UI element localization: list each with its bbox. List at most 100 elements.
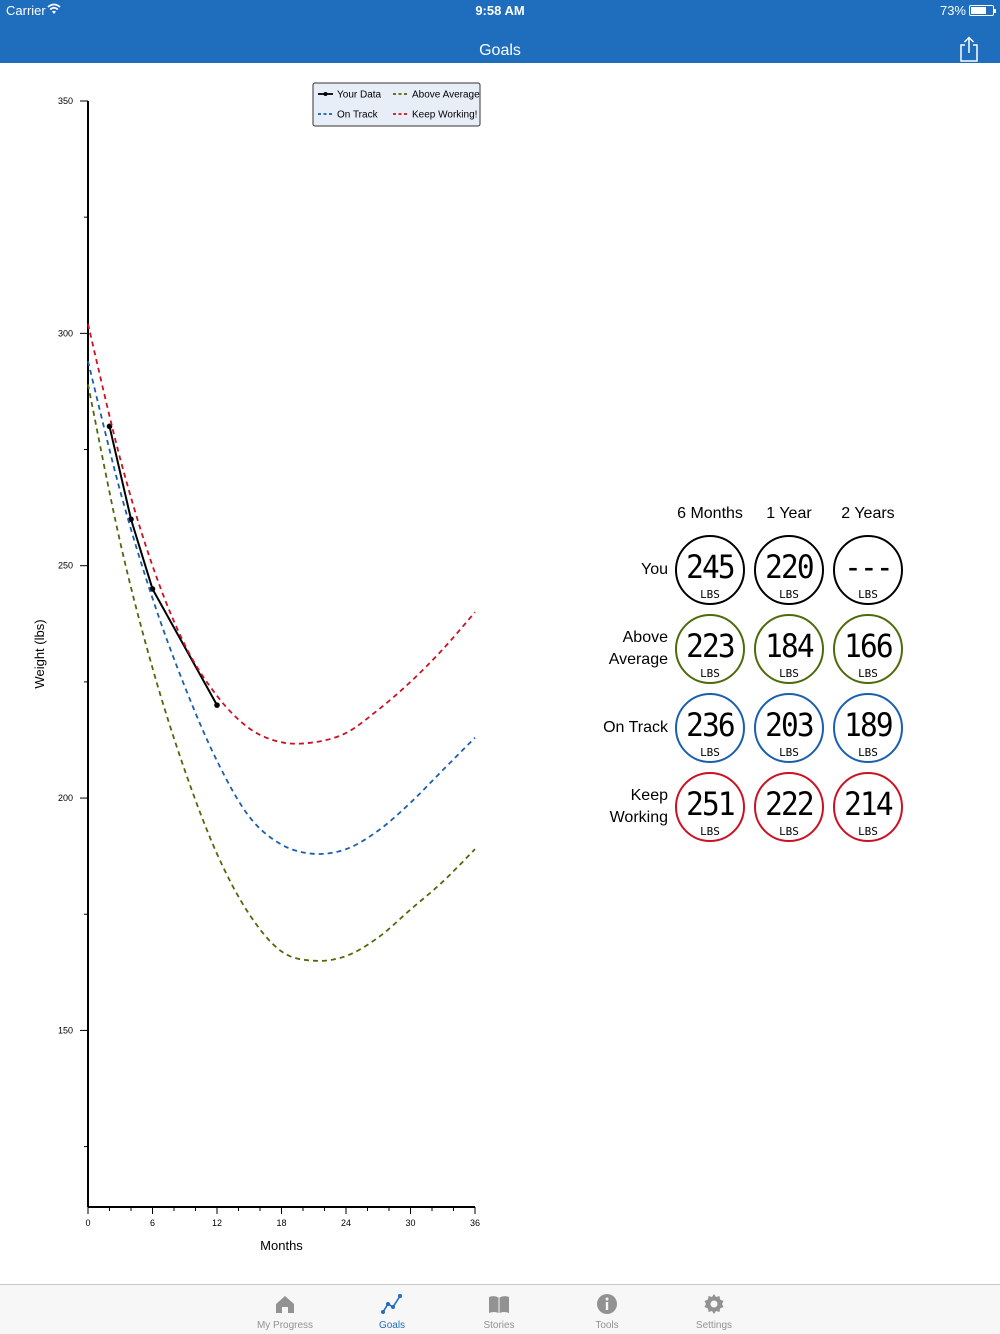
- goal-value: 245: [686, 548, 735, 586]
- wifi-icon: [47, 3, 61, 14]
- tab-stories[interactable]: Stories: [449, 1285, 549, 1334]
- chart-line-icon: [381, 1294, 402, 1314]
- column-header: 2 Years: [841, 505, 895, 522]
- gear-icon: [704, 1294, 724, 1314]
- goal-unit: LBS: [700, 588, 720, 601]
- chart-legend: [312, 82, 481, 127]
- y-tick-label: 350: [58, 96, 73, 106]
- goal-value-circle: 220 LBS: [754, 535, 824, 605]
- goal-value-circle: 203 LBS: [754, 693, 824, 763]
- goal-unit: LBS: [700, 825, 720, 838]
- y-tick-label: 250: [58, 561, 73, 571]
- row-label: You: [590, 559, 668, 581]
- goal-value-circle: 251 LBS: [675, 772, 745, 842]
- goal-unit: LBS: [700, 667, 720, 680]
- goal-value-circle: 214 LBS: [833, 772, 903, 842]
- goal-value: 166: [844, 627, 893, 665]
- share-icon[interactable]: [958, 36, 980, 62]
- column-header: 6 Months: [677, 505, 743, 522]
- x-tick-label: 24: [341, 1218, 351, 1228]
- goal-value: 222: [765, 785, 814, 823]
- data-point: [149, 586, 156, 592]
- goal-value-circle: 222 LBS: [754, 772, 824, 842]
- legend-label: Your Data: [337, 90, 382, 101]
- goal-value-circle: 184 LBS: [754, 614, 824, 684]
- x-tick-label: 30: [405, 1218, 415, 1228]
- data-point: [128, 516, 134, 523]
- x-axis-title: Months: [260, 1238, 303, 1253]
- row-label-line: You: [641, 561, 668, 578]
- goal-value-circle: 189 LBS: [833, 693, 903, 763]
- y-tick-label: 150: [58, 1025, 73, 1035]
- goal-unit: LBS: [700, 746, 720, 759]
- y-tick-label: 300: [58, 328, 73, 338]
- goal-unit: LBS: [858, 825, 878, 838]
- goal-unit: LBS: [858, 667, 878, 680]
- tab-goals[interactable]: Goals: [342, 1285, 442, 1334]
- y-tick-label: 200: [58, 793, 73, 803]
- tab-label: Goals: [378, 1320, 406, 1331]
- goal-value: 189: [844, 706, 893, 744]
- tab-label: Tools: [595, 1320, 619, 1331]
- goal-value-circle: --- LBS: [833, 535, 903, 605]
- x-tick-label: 36: [470, 1218, 480, 1228]
- row-label-line: On Track: [603, 719, 668, 736]
- battery-icon: [969, 5, 996, 16]
- row-label: Keep Working: [590, 785, 668, 829]
- tab-label: Stories: [483, 1320, 515, 1331]
- row-label-line: Above: [622, 629, 668, 646]
- goal-unit: LBS: [779, 588, 799, 601]
- tab-settings[interactable]: Settings: [664, 1285, 764, 1334]
- legend-swatch-marker: [323, 92, 328, 96]
- series-your-data-line: [108, 426, 218, 706]
- goal-unit: LBS: [779, 667, 799, 680]
- tab-tools[interactable]: Tools: [557, 1285, 657, 1334]
- row-label-line: Working: [609, 809, 668, 826]
- page-title: Goals: [479, 42, 521, 59]
- goal-value: 236: [686, 706, 735, 744]
- clock-label: 9:58 AM: [475, 3, 525, 18]
- battery-percent: 73%: [939, 3, 966, 18]
- navigation-bar: Carrier 9:58 AM 73% Goals: [0, 0, 1000, 63]
- goal-unit: LBS: [858, 588, 878, 601]
- goals-table: 6 Months 1 Year 2 Years You 245 LBS 220 LBS --- L…: [590, 505, 910, 850]
- series-above-average-line: [87, 384, 476, 962]
- carrier-label: Carrier: [6, 3, 46, 18]
- book-icon: [489, 1296, 509, 1313]
- x-tick-label: 18: [276, 1218, 286, 1228]
- goal-value: 251: [686, 785, 735, 823]
- column-header: 1 Year: [766, 505, 812, 522]
- home-icon: [276, 1296, 294, 1313]
- goal-value-circle: 166 LBS: [833, 614, 903, 684]
- row-label-line: Keep: [630, 787, 668, 804]
- legend-label: On Track: [337, 110, 379, 121]
- goal-unit: LBS: [779, 746, 799, 759]
- goal-value: 214: [844, 785, 893, 823]
- legend-label: Keep Working!: [412, 110, 477, 121]
- info-icon: [597, 1294, 617, 1314]
- tab-label: Settings: [695, 1320, 733, 1331]
- battery-level-fill: [971, 7, 986, 14]
- goal-value: 203: [765, 706, 814, 744]
- goal-value-circle: 236 LBS: [675, 693, 745, 763]
- weight-chart: 150 200 250 300 350 0 6 12 18 24 30 36 Months Weight …: [32, 82, 481, 1253]
- x-tick-label: 6: [150, 1218, 155, 1228]
- legend-label: Above Average: [412, 90, 480, 101]
- status-bar: Carrier 9:58 AM 73%: [0, 0, 1000, 22]
- y-axis-title: Weight (lbs): [32, 619, 47, 688]
- tab-my-progress[interactable]: My Progress: [235, 1285, 335, 1334]
- data-point: [214, 702, 220, 708]
- goal-value-circle: 245 LBS: [675, 535, 745, 605]
- goal-unit: LBS: [779, 825, 799, 838]
- series-keep-working-line: [87, 323, 476, 745]
- goal-value-circle: 223 LBS: [675, 614, 745, 684]
- x-tick-label: 0: [85, 1218, 90, 1228]
- row-label: Above Average: [590, 627, 668, 671]
- row-label: On Track: [590, 717, 668, 739]
- series-on-track-line: [87, 361, 476, 855]
- goal-value: 184: [765, 627, 814, 665]
- tab-bar: My Progress Goals Stories Tools Settings: [0, 1284, 1000, 1334]
- row-label-line: Average: [608, 651, 668, 668]
- x-tick-label: 12: [212, 1218, 222, 1228]
